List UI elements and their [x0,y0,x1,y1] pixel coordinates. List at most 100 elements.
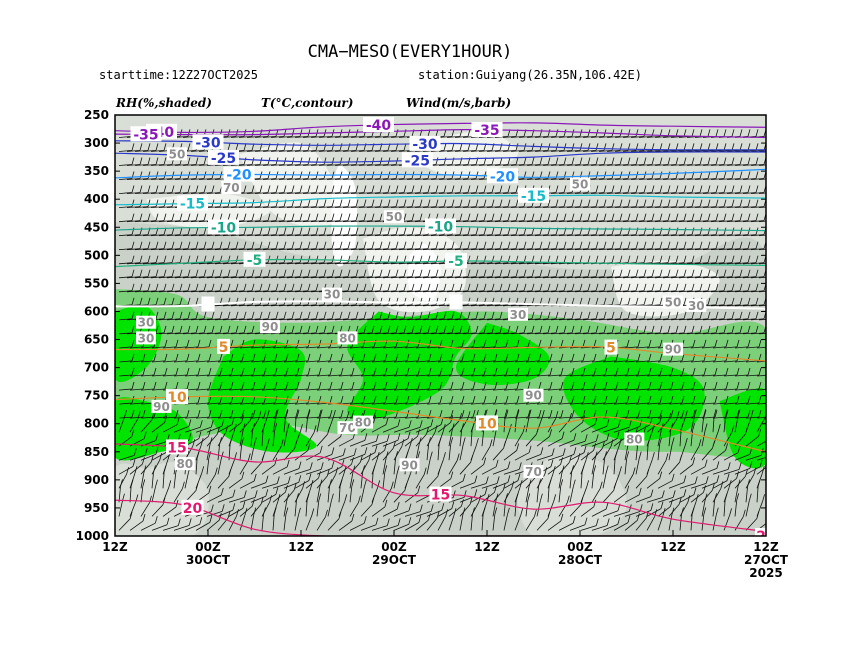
wind-barb-flag [275,185,279,193]
wind-barb-flag [659,171,663,179]
wind-barb-shaft [283,416,286,433]
wind-barb-shaft [742,150,757,152]
wind-barb-flag [362,367,366,376]
wind-barb-flag [363,241,367,249]
wind-barb-flag [331,461,335,469]
wind-barb-shaft [745,435,759,447]
wind-barb-flag [450,471,454,479]
wind-barb-flag [397,433,401,441]
wind-barb-flag [323,185,327,193]
wind-barb-shaft [426,388,441,391]
wind-barb-shaft [470,220,485,223]
wind-barb-flag [467,199,471,207]
wind-barb-shaft [614,318,629,321]
wind-barb-flag [758,339,762,348]
wind-barb-shaft [422,332,437,335]
wind-barb-shaft [494,192,509,194]
wind-barb-shaft [366,290,381,293]
wind-barb-shaft [602,472,607,489]
wind-barb-shaft [742,290,757,293]
wind-barb-shaft [326,304,341,307]
wind-barb-shaft [371,472,374,489]
wind-barb-shaft [184,374,199,377]
wind-barb-flag [739,199,743,207]
wind-barb-shaft [371,424,387,433]
wind-barb-shaft [638,318,653,321]
wind-barb-flag [603,199,607,207]
wind-barb-flag [451,269,455,277]
wind-barb-shaft [129,501,137,517]
wind-barb-flag [659,325,663,334]
wind-barb-flag [606,419,610,427]
wind-barb-shaft [534,234,549,237]
wind-barb-flag [670,395,674,404]
wind-barb-shaft [250,374,265,377]
wind-barb-shaft [525,416,530,433]
wind-barb-flag [347,283,351,291]
wind-barb-flag [163,311,167,319]
wind-barb-flag [285,339,289,348]
wind-barb-shaft [358,318,373,321]
wind-barb-shaft [286,290,301,293]
wind-barb-flag [523,157,527,165]
wind-barb-shaft [382,318,397,321]
wind-barb-flag [153,353,157,362]
wind-barb-shaft [448,444,452,461]
y-tick-label: 700 [84,361,109,375]
wind-barb-flag [371,325,375,334]
wind-barb-flag [211,241,215,249]
wind-barb-flag [475,199,479,207]
wind-barb-shaft [262,276,277,279]
wind-barb-shaft [310,332,325,335]
wind-barb-shaft [382,425,399,433]
wind-barb-flag [452,490,456,498]
wind-barb-flag [419,420,423,428]
wind-barb-flag [430,504,434,512]
wind-barb-flag [261,455,265,463]
wind-barb-shaft [550,192,565,194]
wind-barb-flag [428,367,432,376]
wind-barb-shaft [602,510,619,517]
wind-barb-flag [528,409,532,417]
temp-contour-label-bg [208,149,239,165]
wind-barb-flag [593,499,597,507]
wind-barb-flag [723,185,727,193]
wind-barb-flag [723,143,727,151]
wind-barb-shaft [678,220,693,223]
wind-barb-shaft [250,402,265,405]
wind-barb-flag [491,199,495,207]
wind-barb-shaft [302,136,317,138]
wind-barb-shaft [360,402,375,405]
wind-barb-flag [747,395,751,404]
wind-barb-shaft [406,332,421,335]
wind-barb-shaft [438,234,453,237]
wind-barb-flag [307,199,311,207]
wind-barb-flag [635,157,639,165]
wind-barb-shaft [206,388,221,391]
wind-barb-flag [659,339,663,348]
wind-barb-flag [593,367,597,376]
wind-barb-shaft [745,455,762,461]
wind-barb-shaft [278,262,293,265]
wind-barb-shaft [294,150,309,152]
wind-barb-shaft [382,447,394,461]
wind-barb-flag [379,241,383,249]
wind-barb-flag [461,381,465,390]
wind-barb-flag [411,227,415,235]
wind-barb-shaft [750,262,765,265]
wind-barb-shaft [338,416,353,419]
wind-barb-shaft [129,402,144,405]
wind-barb-shaft [182,318,197,321]
wind-barb-flag [637,381,641,390]
wind-barb-flag [571,395,575,404]
wind-barb-shaft [140,419,152,433]
wind-barb-shaft [286,332,301,335]
wind-barb-flag [296,493,299,501]
wind-barb-shaft [569,416,584,419]
wind-barb-flag [384,465,388,473]
wind-barb-flag [283,129,287,137]
wind-barb-flag [175,381,179,390]
wind-barb-flag [155,311,159,319]
wind-barb-shaft [358,192,373,194]
wind-barb-flag [720,481,724,489]
